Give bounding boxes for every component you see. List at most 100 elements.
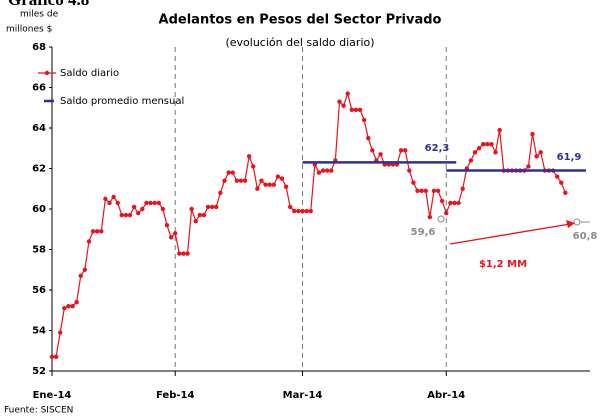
point — [324, 168, 330, 173]
point — [205, 204, 211, 210]
point — [444, 210, 449, 216]
point — [222, 178, 227, 183]
point — [49, 354, 55, 360]
arrow-head — [566, 220, 575, 228]
point — [300, 208, 305, 214]
point — [255, 186, 260, 191]
point — [127, 212, 133, 218]
point — [234, 178, 240, 183]
point — [415, 188, 420, 193]
point — [173, 231, 178, 236]
point — [423, 188, 428, 193]
point — [156, 200, 161, 206]
point — [86, 239, 92, 244]
point — [493, 150, 498, 155]
point — [320, 168, 326, 173]
point — [230, 170, 235, 175]
point — [111, 194, 116, 200]
annotation: 59,6 — [411, 227, 436, 238]
point — [472, 150, 478, 155]
point — [193, 218, 198, 224]
point — [275, 174, 281, 179]
point — [74, 299, 79, 305]
point — [419, 188, 424, 193]
point — [337, 99, 342, 104]
x-tick-label: Mar-14 — [283, 390, 323, 401]
annotation: $1,2 MM — [479, 259, 527, 270]
point — [530, 131, 535, 137]
point — [345, 91, 350, 96]
y-tick-label: 60 — [32, 204, 46, 215]
point — [185, 251, 190, 256]
point — [559, 180, 564, 185]
point — [66, 304, 71, 309]
y-tick-label: 66 — [32, 83, 46, 94]
y-axis-label: miles de — [20, 10, 59, 20]
source: Fuente: SISCEN — [4, 406, 73, 416]
point — [341, 103, 346, 108]
legend-point — [44, 70, 50, 76]
annotation: 61,9 — [557, 152, 582, 163]
y-tick-label: 68 — [32, 42, 46, 53]
point — [58, 330, 63, 335]
point — [292, 208, 297, 214]
point — [460, 186, 465, 191]
y-tick-label: 54 — [32, 326, 46, 337]
point — [485, 142, 490, 147]
point — [119, 212, 125, 218]
point — [407, 168, 412, 173]
point — [259, 178, 264, 183]
point — [140, 206, 145, 212]
chart-title: Adelantos en Pesos del Sector Privado — [159, 13, 442, 28]
point — [534, 154, 539, 159]
point — [439, 198, 445, 204]
point — [123, 212, 129, 218]
point — [209, 204, 215, 210]
point — [378, 152, 383, 157]
x-tick-label: Abr-14 — [427, 390, 465, 401]
point — [308, 208, 313, 214]
point — [554, 174, 560, 179]
marker — [573, 218, 581, 226]
point — [452, 200, 457, 206]
point — [497, 127, 502, 133]
point — [107, 200, 112, 206]
point — [271, 182, 276, 187]
point — [304, 208, 309, 214]
point — [398, 148, 404, 153]
point — [103, 196, 108, 202]
x-tick-label: Ene-14 — [33, 390, 72, 401]
point — [99, 229, 104, 234]
annotation: 62,3 — [425, 143, 450, 154]
point — [251, 164, 256, 169]
point — [526, 164, 531, 169]
y-tick-label: 62 — [32, 164, 46, 175]
point — [94, 229, 100, 234]
point — [402, 148, 408, 153]
figure-label: Gráfico 4.8 — [8, 0, 89, 9]
point — [136, 210, 141, 216]
point — [431, 188, 437, 193]
point — [90, 229, 96, 234]
point — [456, 200, 461, 206]
legend-label: Saldo promedio mensual — [60, 96, 184, 107]
point — [226, 170, 231, 175]
point — [246, 154, 252, 159]
point — [238, 178, 244, 183]
y-tick-label: 58 — [32, 245, 46, 256]
point — [70, 304, 75, 309]
annotation: 60,8 — [573, 231, 598, 242]
y-tick-label: 56 — [32, 285, 46, 296]
point — [267, 182, 272, 187]
point — [329, 168, 334, 173]
point — [78, 273, 83, 279]
point — [563, 190, 568, 195]
point — [349, 107, 355, 112]
chart-subtitle: (evolución del saldo diario) — [225, 36, 374, 49]
point — [279, 176, 285, 181]
arrow — [449, 223, 571, 245]
point — [201, 212, 207, 218]
point — [435, 188, 441, 193]
point — [316, 170, 322, 175]
